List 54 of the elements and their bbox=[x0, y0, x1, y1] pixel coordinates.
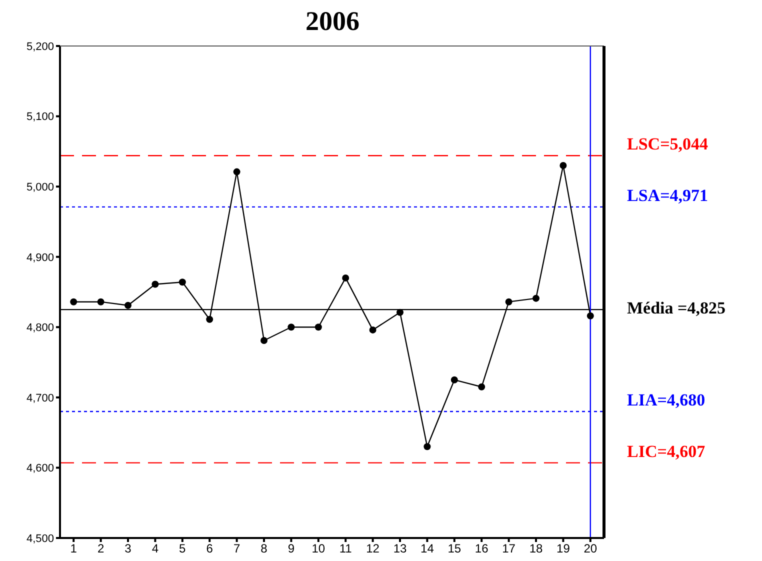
x-tick-label: 5 bbox=[179, 542, 186, 556]
x-tick-label: 7 bbox=[233, 542, 240, 556]
point bbox=[152, 280, 159, 288]
x-tick-label: 3 bbox=[124, 542, 132, 556]
point bbox=[586, 312, 594, 320]
x-tick-label: 6 bbox=[206, 542, 214, 556]
y-tick-label: 5,000 bbox=[26, 181, 54, 194]
x-tick-label: 4 bbox=[152, 542, 159, 556]
x-tick-label: 12 bbox=[366, 542, 380, 556]
point bbox=[124, 302, 132, 309]
x-tick-label: 13 bbox=[393, 542, 407, 556]
y-tick-label: 4,900 bbox=[26, 252, 54, 264]
y-tick-label: 4,800 bbox=[26, 322, 54, 334]
point bbox=[178, 278, 186, 286]
ref-line-label: LIA=4,680 bbox=[627, 390, 706, 410]
ref-line-label: LIC=4,607 bbox=[627, 442, 706, 461]
point bbox=[314, 324, 322, 331]
point bbox=[342, 274, 350, 282]
x-tick-label: 18 bbox=[529, 542, 543, 556]
x-tick-label: 2 bbox=[97, 542, 104, 556]
x-tick-label: 14 bbox=[420, 542, 434, 556]
x-tick-label: 20 bbox=[584, 542, 598, 556]
y-tick-label: 4,600 bbox=[26, 462, 54, 475]
y-tick-label: 4,700 bbox=[26, 392, 54, 404]
point bbox=[505, 298, 512, 306]
point bbox=[97, 298, 104, 306]
ref-line-label: LSC=5,044 bbox=[627, 134, 709, 154]
ref-line-label: Média =4,825 bbox=[627, 298, 726, 318]
point bbox=[206, 316, 214, 323]
point bbox=[424, 443, 431, 450]
x-tick-label: 9 bbox=[288, 542, 295, 556]
x-tick-label: 19 bbox=[556, 542, 570, 556]
point bbox=[478, 383, 486, 390]
x-tick-label: 8 bbox=[260, 542, 268, 556]
y-tick-label: 4,500 bbox=[26, 532, 54, 545]
x-tick-label: 1 bbox=[70, 542, 78, 556]
x-tick-label: 10 bbox=[312, 542, 326, 556]
point bbox=[560, 162, 567, 169]
x-tick-label: 16 bbox=[474, 542, 489, 556]
point bbox=[233, 168, 240, 176]
point bbox=[396, 308, 404, 316]
x-tick-label: 11 bbox=[339, 542, 352, 556]
x-tick-label: 17 bbox=[502, 542, 516, 556]
y-tick-label: 5,100 bbox=[26, 111, 54, 124]
chart-title: 2006 bbox=[304, 6, 360, 37]
point bbox=[532, 294, 540, 302]
point bbox=[260, 336, 268, 344]
point bbox=[70, 298, 78, 306]
point bbox=[450, 376, 458, 384]
x-tick-label: 15 bbox=[448, 542, 462, 556]
y-tick-label: 5,200 bbox=[26, 40, 54, 53]
point bbox=[369, 326, 376, 334]
point bbox=[288, 324, 295, 331]
ref-line-label: LSA=4,971 bbox=[627, 186, 708, 205]
